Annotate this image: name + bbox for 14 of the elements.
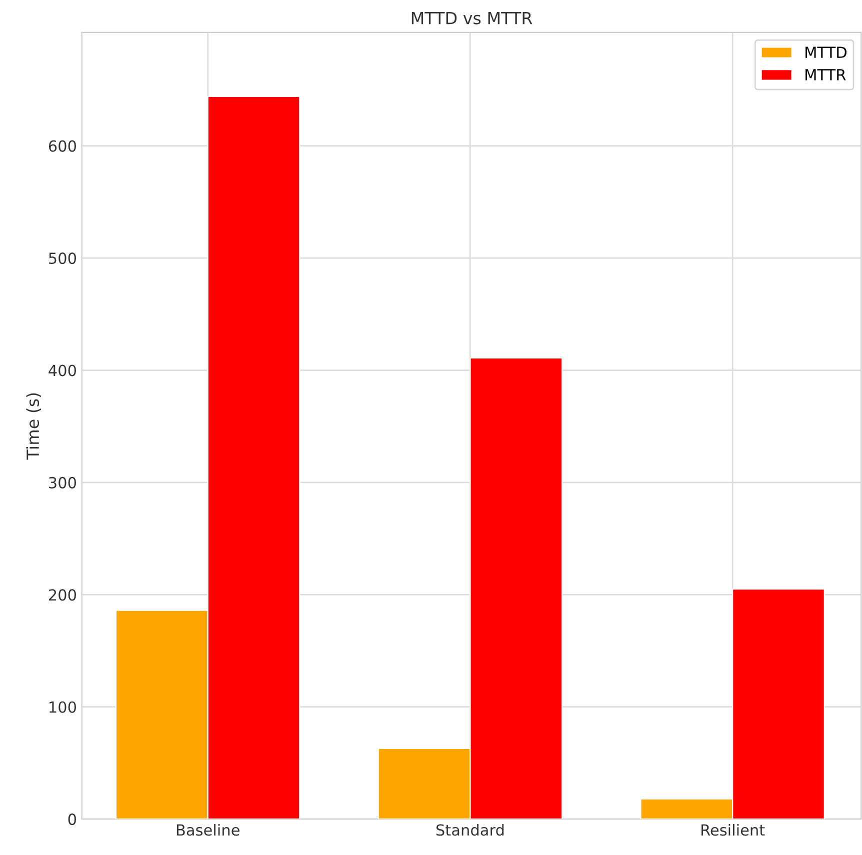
chart-title: MTTD vs MTTR — [412, 12, 532, 24]
y-tick-label: 200 — [48, 589, 76, 601]
y-axis-title: Time (s) — [26, 393, 42, 460]
legend-label: MTTD — [806, 46, 846, 58]
y-tick-label: 100 — [50, 701, 76, 713]
y-tick-label: 600 — [48, 140, 76, 152]
y-tick-label: 0 — [68, 814, 76, 826]
legend-label: MTTR — [806, 69, 846, 80]
y-tick-label: 500 — [49, 252, 76, 264]
y-tick-label: 400 — [48, 364, 76, 376]
y-tick-label: 300 — [49, 476, 76, 488]
x-tick-label: Standard — [436, 824, 504, 836]
x-tick-label: Baseline — [176, 824, 240, 836]
x-tick-label: Resilient — [702, 824, 765, 836]
